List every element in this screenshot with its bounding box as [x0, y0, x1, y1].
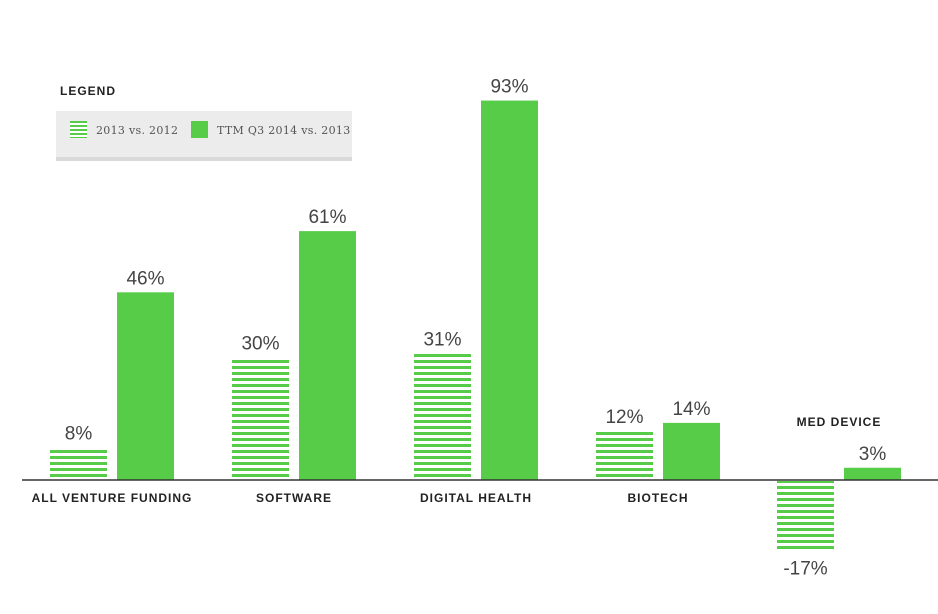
legend-swatch-solid: [191, 121, 208, 138]
bar-med-device-series-2: [844, 467, 901, 480]
bar-digital-health-series-1: [414, 353, 471, 480]
value-label-biotech-series-1: 12%: [605, 407, 643, 428]
legend-item-ttm: TTM Q3 2014 vs. 2013: [217, 124, 351, 137]
bar-med-device-series-1: [777, 481, 834, 551]
category-label-biotech: BIOTECH: [628, 491, 689, 505]
bar-all-venture-funding-series-1: [50, 447, 107, 480]
value-label-digital-health-series-2: 93%: [490, 77, 528, 98]
value-label-all-venture-funding-series-1: 8%: [65, 423, 93, 444]
legend-title: LEGEND: [60, 84, 117, 98]
bar-all-venture-funding-series-2: [117, 292, 174, 480]
legend-item-2013: 2013 vs. 2012: [96, 124, 179, 137]
bar-software-series-2: [299, 231, 356, 480]
value-label-med-device-series-1: -17%: [783, 558, 827, 579]
value-label-med-device-series-2: 3%: [859, 444, 887, 465]
bar-biotech-series-2: [663, 422, 720, 480]
bar-digital-health-series-2: [481, 100, 538, 480]
value-label-software-series-2: 61%: [308, 207, 346, 228]
value-label-all-venture-funding-series-2: 46%: [126, 268, 164, 289]
category-label-software: SOFTWARE: [256, 491, 332, 505]
category-label-med-device: MED DEVICE: [797, 415, 882, 429]
bar-biotech-series-1: [596, 431, 653, 480]
category-label-digital-health: DIGITAL HEALTH: [420, 491, 532, 505]
legend-swatch-striped: [70, 121, 87, 138]
bar-software-series-1: [232, 357, 289, 480]
value-label-digital-health-series-1: 31%: [423, 330, 461, 351]
category-label-all-venture-funding: ALL VENTURE FUNDING: [32, 491, 193, 505]
value-label-software-series-1: 30%: [241, 334, 279, 355]
value-label-biotech-series-2: 14%: [672, 399, 710, 420]
